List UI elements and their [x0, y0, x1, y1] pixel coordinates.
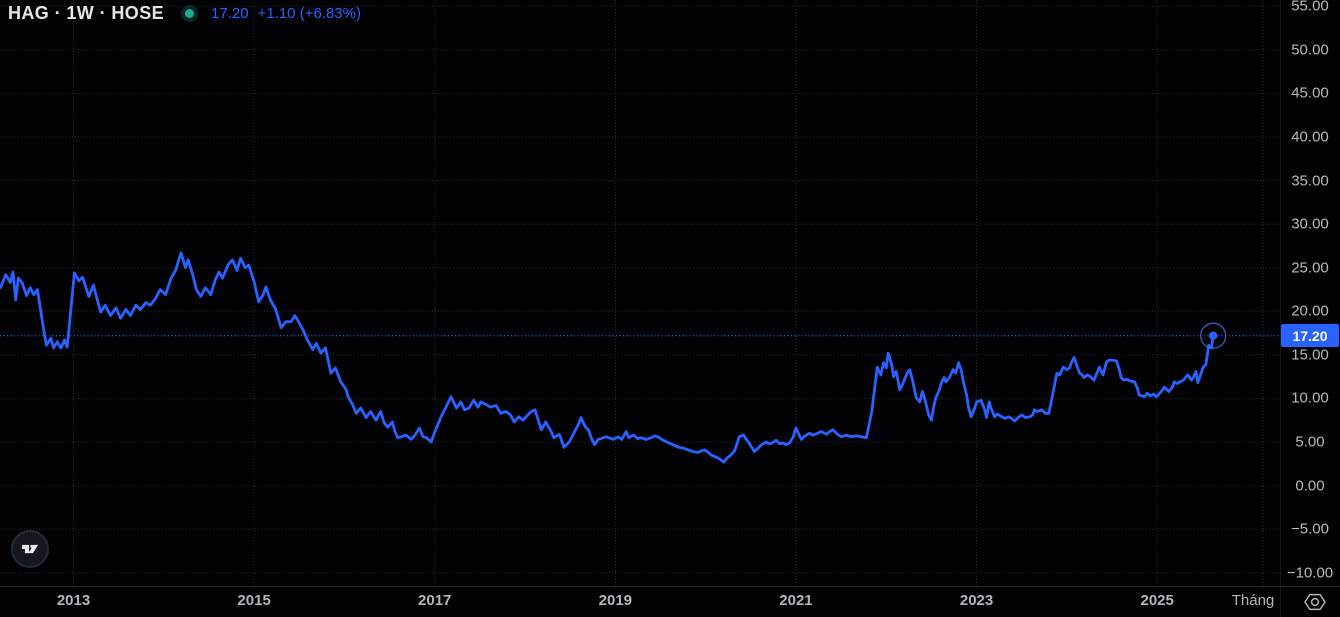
price-tick-label: 20.00 [1291, 302, 1329, 320]
price-change-value: +1.10 (+6.83%) [257, 5, 361, 22]
price-line-series [0, 251, 1215, 464]
last-price-value: 17.20 [211, 5, 249, 22]
price-axis-separator [1280, 0, 1281, 617]
tradingview-logo[interactable] [11, 530, 49, 568]
price-tick-label: 10.00 [1291, 389, 1329, 407]
year-tick-label: 2017 [418, 592, 452, 609]
price-tick-label: 35.00 [1291, 172, 1329, 190]
time-axis-separator [0, 586, 1340, 587]
price-tick-label: −10.00 [1286, 564, 1334, 582]
price-axis[interactable]: 55.00 50.00 45.00 40.00 35.00 30.00 25.00 20.00… [1280, 0, 1340, 586]
price-tick-label: 15.00 [1291, 346, 1329, 364]
price-tick-label: 25.00 [1291, 259, 1329, 277]
price-tick-label: 5.00 [1295, 433, 1325, 451]
axis-settings-button[interactable] [1301, 591, 1329, 613]
year-tick-label: 2023 [959, 592, 994, 609]
year-tick-label: 2015 [237, 592, 271, 609]
price-tick-label: 50.00 [1291, 41, 1329, 59]
time-axis[interactable]: 2013 2015 2017 2019 2021 2023 2025 [0, 587, 1280, 617]
symbol-legend: HAG · 1W · HOSE 17.20 +1.10 (+6.83%) [8, 3, 361, 24]
price-tick-label: −5.00 [1291, 520, 1329, 538]
year-tick-label: 2019 [598, 592, 633, 609]
year-tick-label: 2021 [779, 592, 813, 609]
gear-hexagon-icon [1304, 593, 1326, 611]
quote-values: 17.20 +1.10 (+6.83%) [211, 5, 361, 22]
market-status-dot-inner [185, 9, 195, 18]
last-bar-highlight-ring [1200, 322, 1227, 349]
price-tick-label: 55.00 [1291, 0, 1329, 15]
price-tick-label: 40.00 [1291, 128, 1329, 146]
price-tick-label: 30.00 [1291, 215, 1329, 233]
current-price-label[interactable]: 17.20 [1281, 324, 1339, 348]
year-tick-label: 2025 [1140, 592, 1174, 609]
tradingview-mark-icon [22, 544, 39, 554]
price-tick-label: 45.00 [1291, 84, 1329, 102]
year-tick-label: 2013 [56, 592, 91, 609]
time-axis-unit-label: Tháng [1231, 592, 1275, 609]
market-status-dot-icon[interactable] [181, 5, 199, 22]
symbol-title[interactable]: HAG · 1W · HOSE [8, 3, 165, 23]
price-tick-label: 0.00 [1295, 477, 1325, 495]
last-price-marker [1208, 331, 1218, 340]
